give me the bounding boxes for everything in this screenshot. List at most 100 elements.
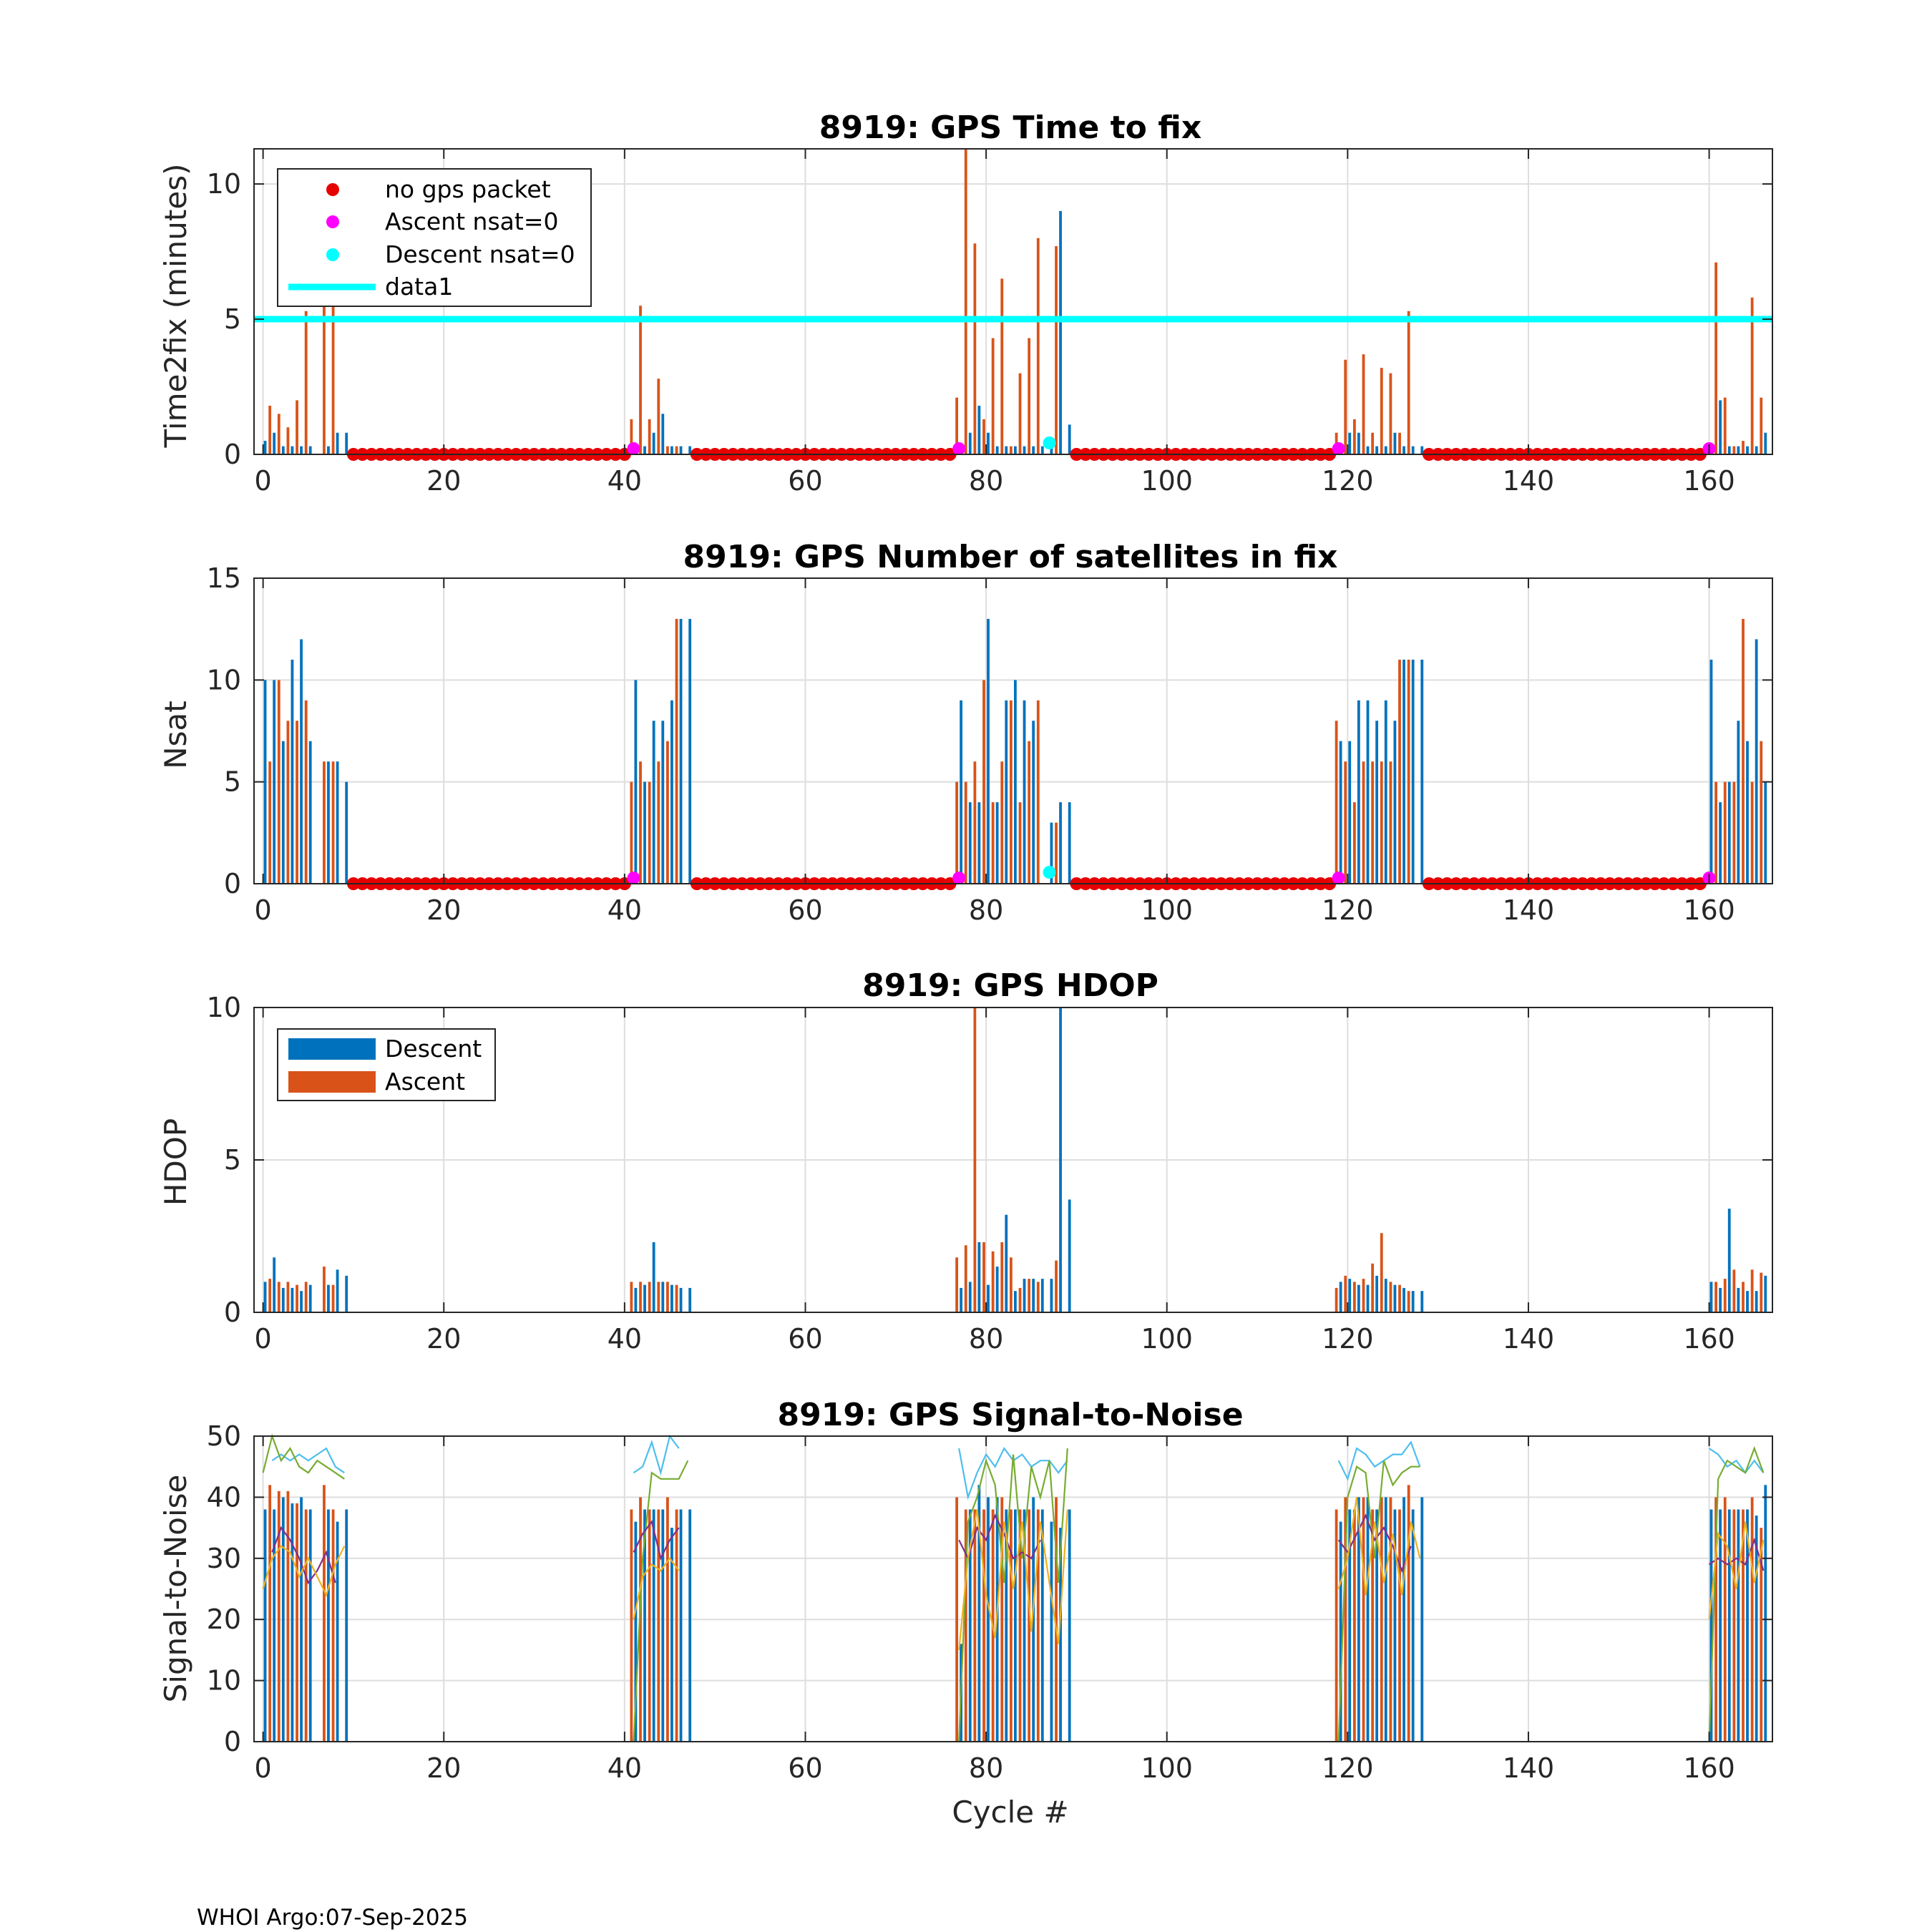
- hdop-descent-bar: [273, 1257, 276, 1312]
- hdop-descent-bar: [1032, 1279, 1035, 1312]
- hdop-ascent-bar: [296, 1284, 298, 1312]
- snr-signal-line: [1337, 1497, 1421, 1596]
- time-to-fix-x-tick-label: 120: [1322, 465, 1374, 497]
- nsat-ascent-bar: [331, 761, 335, 884]
- snr-signal-line: [958, 1513, 1041, 1561]
- time-to-fix-descent-bar: [968, 432, 972, 454]
- legend-descent-nsat0-label: Descent nsat=0: [385, 240, 575, 268]
- time-to-fix-descent-bar: [652, 432, 655, 454]
- nsat-ascent-bar: [1723, 781, 1727, 884]
- nsat-descent-bar: [273, 680, 276, 884]
- hdop-descent-bar: [670, 1284, 673, 1312]
- time-to-fix-ascent-bar: [268, 405, 272, 454]
- hdop-descent-bar: [1384, 1279, 1387, 1312]
- snr-x-tick-label: 160: [1683, 1752, 1735, 1784]
- nsat-descent-bar: [1737, 721, 1740, 884]
- hdop-plot-area: 0 20 40 60 80 100 120 140 160 0 5 10: [207, 992, 1773, 1355]
- nsat-ascent-bar: [1362, 761, 1365, 884]
- nsat-descent-bar: [679, 618, 683, 884]
- hdop-x-tick-label: 160: [1683, 1323, 1735, 1355]
- time-to-fix-descent-bar: [1040, 446, 1044, 454]
- time-to-fix-descent-bar: [1755, 446, 1758, 454]
- hdop-descent-bar: [652, 1242, 655, 1312]
- snr-ascent-bar: [1723, 1497, 1727, 1742]
- nsat-descent-bar: [1357, 700, 1360, 884]
- hdop-descent-bar: [679, 1287, 683, 1312]
- hdop-descent-bar: [300, 1291, 303, 1312]
- time-to-fix-descent-bar: [670, 446, 673, 454]
- snr-descent-bar: [1357, 1497, 1360, 1742]
- snr-descent-bar: [1737, 1509, 1740, 1742]
- time-to-fix-ascent-nsat0-marker: [952, 442, 966, 455]
- snr-descent-bar: [327, 1509, 330, 1742]
- snr-descent-bar: [1384, 1497, 1387, 1742]
- time-to-fix-title: 8919: GPS Time to fix: [819, 109, 1201, 146]
- snr-ascent-bar: [1335, 1509, 1338, 1742]
- hdop-descent-bar: [1719, 1287, 1722, 1312]
- hdop-ascent-bar: [1010, 1257, 1013, 1312]
- snr-descent-bar: [1764, 1485, 1767, 1742]
- time-to-fix-descent-bar: [300, 446, 303, 454]
- snr-ascent-bar: [286, 1491, 290, 1742]
- snr-descent-bar: [273, 1509, 276, 1742]
- hdop-ascent-bar: [991, 1251, 995, 1312]
- time-to-fix-ascent-bar: [1760, 397, 1763, 454]
- snr-signal-line: [262, 1433, 345, 1480]
- hdop-descent-bar: [634, 1287, 638, 1312]
- time-to-fix-descent-bar: [987, 432, 990, 454]
- time-to-fix-descent-bar: [281, 446, 285, 454]
- time-to-fix-ascent-bar: [955, 397, 959, 454]
- nsat-descent-bar: [281, 741, 285, 884]
- hdop-descent-bar: [1068, 1199, 1071, 1312]
- snr-signal-line: [633, 1434, 680, 1476]
- time-to-fix-descent-bar: [1050, 446, 1053, 454]
- snr-x-label: Cycle #: [952, 1795, 1068, 1830]
- time-to-fix-descent-bar: [643, 446, 646, 454]
- legend-no-gps-marker: [326, 183, 339, 196]
- nsat-ascent-bar: [991, 802, 995, 884]
- time-to-fix-descent-bar: [679, 446, 683, 454]
- snr-descent-bar: [1339, 1521, 1342, 1742]
- nsat-x-tick-label: 80: [969, 894, 1003, 926]
- time-to-fix-descent-bar: [1059, 210, 1062, 454]
- nsat-axes-background: [254, 578, 1772, 884]
- nsat-descent-bar: [661, 721, 665, 884]
- hdop-descent-bar: [1375, 1275, 1379, 1312]
- snr-ascent-bar: [323, 1485, 326, 1742]
- snr-descent-bar: [308, 1509, 312, 1742]
- nsat-y-tick-label: 15: [207, 562, 241, 594]
- hdop-descent-bar: [968, 1282, 972, 1312]
- snr-y-tick-label: 0: [224, 1726, 241, 1757]
- snr-ascent-bar: [1362, 1497, 1365, 1742]
- nsat-x-tick-label: 120: [1322, 894, 1374, 926]
- snr-signal-line: [1337, 1513, 1412, 1574]
- nsat-descent-bar: [1411, 659, 1415, 884]
- nsat-descent-bar: [1393, 721, 1397, 884]
- snr-ascent-bar: [1000, 1497, 1004, 1742]
- time-to-fix-ascent-bar: [1010, 446, 1013, 454]
- nsat-ascent-bar: [1335, 721, 1338, 884]
- snr-descent-bar: [987, 1497, 990, 1742]
- legend-ascent-nsat0-label: Ascent nsat=0: [385, 208, 558, 235]
- time-to-fix-ascent-bar: [964, 149, 967, 454]
- snr-signal-line: [1708, 1537, 1765, 1571]
- nsat-x-tick-label: 60: [788, 894, 822, 926]
- hdop-descent-bar: [1059, 1008, 1062, 1312]
- snr-descent-bar: [670, 1528, 673, 1742]
- snr-signal-line: [633, 1460, 689, 1742]
- hdop-ascent-bar: [1352, 1282, 1356, 1312]
- legend-ascent-patch: [288, 1071, 376, 1093]
- hdop-descent-bar: [995, 1267, 999, 1312]
- hdop-descent-bar: [1366, 1284, 1370, 1312]
- time-to-fix-ascent-bar: [1371, 432, 1375, 454]
- snr-ascent-bar: [1407, 1485, 1410, 1742]
- time-to-fix-descent-bar: [1375, 446, 1379, 454]
- time-to-fix-x-tick-label: 20: [426, 465, 461, 497]
- snr-ascent-bar: [304, 1509, 308, 1742]
- nsat-descent-bar: [1719, 802, 1722, 884]
- snr-ascent-bar: [955, 1497, 959, 1742]
- nsat-ascent-bar: [286, 721, 290, 884]
- nsat-descent-bar: [643, 781, 646, 884]
- time-to-fix-ascent-nsat0-marker: [1332, 442, 1345, 455]
- nsat-descent-bar: [652, 721, 655, 884]
